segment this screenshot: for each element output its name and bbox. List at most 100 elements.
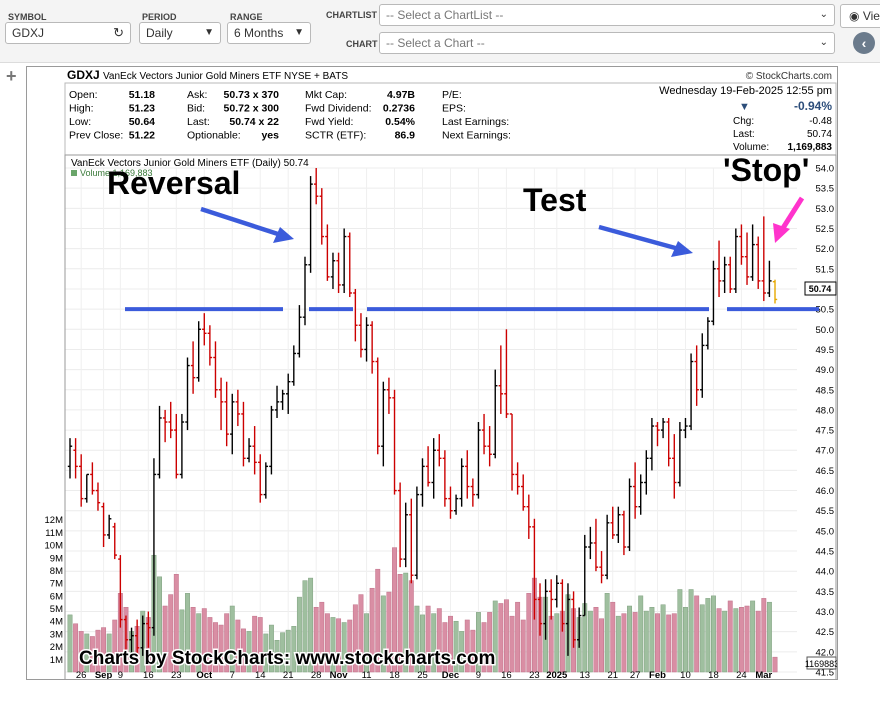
quote-label: P/E: xyxy=(442,89,462,101)
last-label: Last: xyxy=(733,129,755,140)
chartlist-placeholder: -- Select a ChartList -- xyxy=(386,8,504,22)
volume-bar xyxy=(492,600,498,673)
volume-bar xyxy=(179,609,185,673)
volume-bar xyxy=(683,607,688,673)
quote-label: SCTR (ETF): xyxy=(305,130,366,142)
view-button[interactable]: ◉ Vie xyxy=(840,4,880,28)
x-tick-label: 16 xyxy=(143,670,154,679)
quote-value: 50.72 x 300 xyxy=(224,103,280,115)
symbol-input[interactable]: GDXJ ↻ xyxy=(5,22,131,44)
quote-value: 50.74 x 22 xyxy=(229,116,279,128)
volume-bar xyxy=(515,601,521,673)
volume-bar xyxy=(173,574,179,673)
chevron-down-icon: ▼ xyxy=(204,27,214,38)
legend-price: VanEck Vectors Junior Gold Miners ETF (D… xyxy=(71,158,309,169)
header-name: VanEck Vectors Junior Gold Miners ETF NY… xyxy=(103,71,348,82)
y-tick-label: 52.0 xyxy=(816,244,835,255)
chart-label: CHART xyxy=(346,39,378,49)
volume-tick-label: 7M xyxy=(50,579,63,590)
chart-placeholder: -- Select a Chart -- xyxy=(386,36,485,50)
volume-bar xyxy=(755,610,761,673)
volume-bar xyxy=(392,547,397,673)
price-chart-svg[interactable]: GDXJ VanEck Vectors Junior Gold Miners E… xyxy=(27,67,839,681)
x-tick-label: 18 xyxy=(389,670,400,679)
volume-bar xyxy=(352,604,358,673)
volume-tick-label: 2M xyxy=(50,642,63,653)
y-tick-label: 42.5 xyxy=(816,627,835,638)
x-axis: 26 Sep 9 16 23 Oct 7 14 21 28 Nov 11 18 25 Dec 9 16 23 202… xyxy=(76,670,773,681)
x-tick-label: 21 xyxy=(283,670,294,679)
quote-value: 86.9 xyxy=(395,130,416,142)
period-select[interactable]: Daily ▼ xyxy=(139,22,221,44)
volume-tick-label: 3M xyxy=(50,629,63,640)
chartlist-select[interactable]: -- Select a ChartList -- ⌄ xyxy=(379,4,835,26)
chevron-down-icon: ⌄ xyxy=(819,9,828,20)
volume-bar xyxy=(229,605,235,673)
period-label: PERIOD xyxy=(142,12,177,22)
volume-bar xyxy=(744,605,750,673)
arrow-reversal xyxy=(200,206,282,238)
volume-bar xyxy=(168,594,174,673)
volume-tick-label: 9M xyxy=(50,553,63,564)
x-tick-label: 18 xyxy=(708,670,719,679)
volume-bar xyxy=(252,615,258,673)
header-symbol: GDXJ xyxy=(67,68,100,82)
quote-label: High: xyxy=(69,103,94,115)
quote-label: Low: xyxy=(69,116,91,128)
quote-label: Open: xyxy=(69,89,98,101)
volume-bar xyxy=(324,613,330,673)
arrow-test xyxy=(598,224,680,252)
y-tick-label: 44.5 xyxy=(816,547,835,558)
refresh-icon[interactable]: ↻ xyxy=(113,25,124,40)
volume-bar xyxy=(660,604,666,673)
volume-bar xyxy=(285,629,291,673)
annotation-stop: 'Stop' xyxy=(723,152,809,188)
x-tick-label: 16 xyxy=(501,670,512,679)
arrow-stop-head xyxy=(773,223,790,243)
volume-bar xyxy=(738,607,744,673)
quote-value: 4.97B xyxy=(387,89,415,101)
y-tick-label: 49.0 xyxy=(816,365,835,376)
x-tick-label: 25 xyxy=(417,670,428,679)
annotations: Reversal Test 'Stop' xyxy=(107,152,819,312)
volume-bar xyxy=(112,619,118,673)
volume-bar xyxy=(207,617,213,673)
volume-bar xyxy=(291,626,297,673)
back-arrow-icon[interactable]: ‹ xyxy=(853,32,875,54)
quote-value: 51.22 xyxy=(129,130,155,142)
volume-bar xyxy=(162,605,168,673)
volume-bar xyxy=(750,600,756,673)
range-select[interactable]: 6 Months ▼ xyxy=(227,22,311,44)
volume-bar xyxy=(554,613,560,673)
y-tick-label: 46.0 xyxy=(816,486,835,497)
volume-bar xyxy=(201,608,207,673)
y-tick-label: 53.5 xyxy=(816,184,835,195)
add-chart-plus-icon[interactable]: + xyxy=(6,66,17,86)
chart-select[interactable]: -- Select a Chart -- ⌄ xyxy=(379,32,835,54)
chg-value: -0.48 xyxy=(809,116,832,127)
stockcharts-brand: © StockCharts.com xyxy=(746,71,832,82)
x-tick-label: 23 xyxy=(529,670,540,679)
volume-bar xyxy=(157,576,162,673)
volume-bar xyxy=(263,633,269,673)
volume-bar xyxy=(610,601,616,673)
volume-bar xyxy=(313,607,319,673)
volume-bar xyxy=(520,619,526,673)
volume-bar xyxy=(302,580,308,673)
volume-bar xyxy=(621,613,627,673)
last-volume-tag: 1169883 xyxy=(805,659,837,669)
volume-bar xyxy=(308,577,314,673)
quote-table: Open: 51.18 High: 51.23 Low: 50.64 Prev Close:… xyxy=(69,89,511,142)
volume-bar xyxy=(274,640,280,673)
volume-bar xyxy=(336,618,342,673)
quote-box xyxy=(64,82,837,156)
volume-bar xyxy=(224,613,230,673)
volume-bar xyxy=(341,622,347,673)
quote-value: 0.54% xyxy=(385,116,415,128)
quote-label: Prev Close: xyxy=(69,130,123,142)
y-tick-label: 49.5 xyxy=(816,345,835,356)
y-tick-label: 41.5 xyxy=(816,668,835,679)
y-tick-label: 54.0 xyxy=(816,164,835,175)
volume-bar xyxy=(772,656,778,673)
volume-bar xyxy=(347,619,353,673)
